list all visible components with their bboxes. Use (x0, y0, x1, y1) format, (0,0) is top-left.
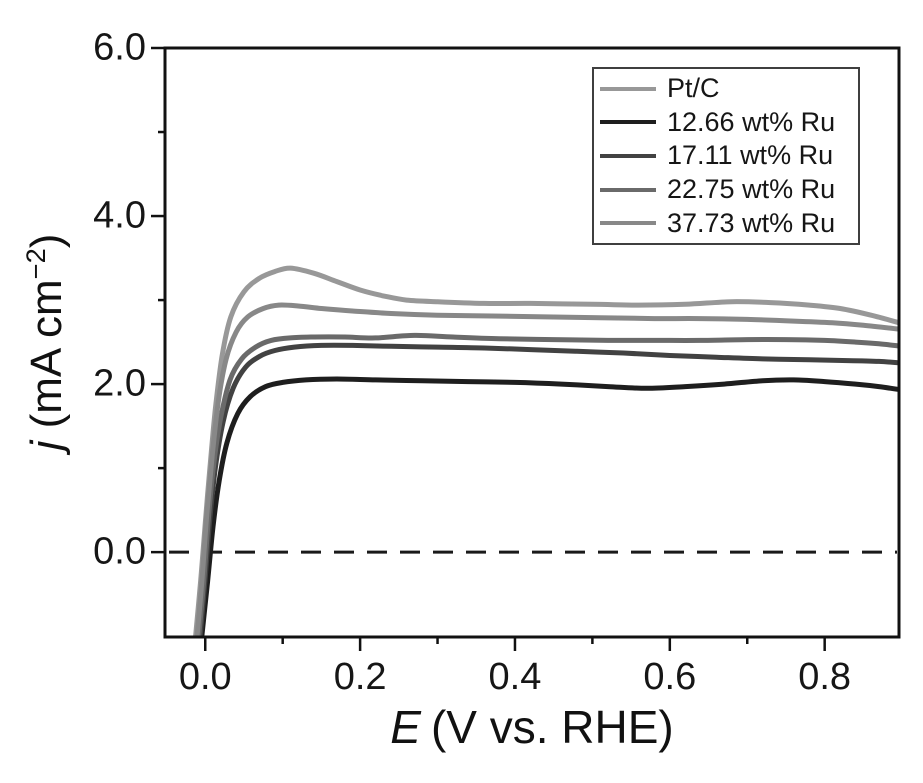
legend-label: 22.75 wt% Ru (667, 174, 836, 205)
curve-17-11-wt-ru (197, 342, 899, 637)
x-tick-label: 0.4 (488, 656, 542, 698)
legend-item: 12.66 wt% Ru (600, 106, 852, 137)
x-tick-label: 0.8 (798, 656, 852, 698)
legend-label: 37.73 wt% Ru (667, 207, 836, 238)
x-tick-label: 0.6 (643, 656, 697, 698)
x-axis-variable: E (390, 701, 421, 753)
y-tick-label: 6.0 (93, 26, 146, 69)
legend-swatch (600, 187, 656, 192)
legend-label: Pt/C (667, 73, 720, 104)
y-tick-label: 0.0 (93, 530, 146, 573)
legend-swatch (600, 153, 656, 158)
legend-label: 12.66 wt% Ru (667, 106, 836, 137)
x-axis-units: (V vs. RHE) (430, 701, 674, 753)
legend-item: 22.75 wt% Ru (600, 176, 852, 203)
legend-swatch (600, 86, 656, 91)
curves-group (193, 265, 899, 637)
plot-frame (163, 46, 901, 639)
legend-item: 17.11 wt% Ru (600, 142, 852, 169)
x-tick-label: 0.0 (178, 656, 232, 698)
legend: Pt/C 12.66 wt% Ru 17.11 wt% Ru 22.75 wt% Ru… (592, 67, 860, 245)
y-tick-label: 2.0 (93, 362, 146, 405)
y-tick-label: 4.0 (93, 194, 146, 237)
y-axis-units: (mA cm (21, 279, 71, 441)
y-axis-variable: j (21, 440, 71, 451)
y-axis-units-close: ) (21, 233, 71, 249)
curve-37-73-wt-ru (194, 302, 899, 637)
legend-swatch (600, 120, 656, 125)
legend-item: Pt/C (600, 75, 852, 102)
x-tick-label: 0.2 (333, 656, 387, 698)
x-axis-title: E (V vs. RHE) (390, 700, 673, 754)
curve-22-75-wt-ru (196, 332, 899, 637)
legend-label: 17.11 wt% Ru (667, 140, 834, 171)
y-axis-title: j (mA cm−2) (20, 234, 72, 451)
y-axis-units-exponent: −2 (20, 248, 52, 280)
legend-item: 37.73 wt% Ru (600, 207, 852, 238)
curve-12-66-wt-ru (199, 376, 899, 637)
legend-swatch (600, 221, 656, 226)
curve-pt-c (193, 265, 899, 637)
